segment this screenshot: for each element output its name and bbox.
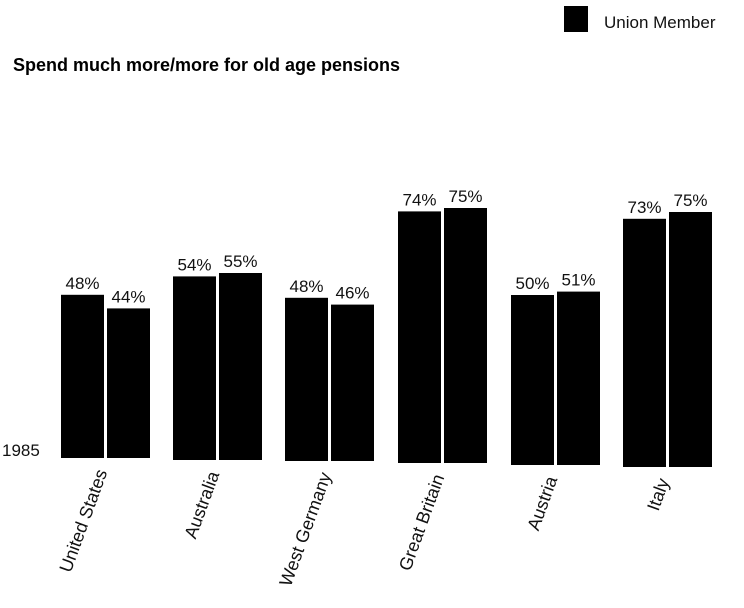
value-label-united-states-1: 48%	[65, 274, 99, 293]
bar-united-states-2	[107, 308, 150, 458]
legend: Union Member	[564, 6, 716, 32]
value-label-austria-1: 50%	[515, 274, 549, 293]
value-label-italy-2: 75%	[673, 191, 707, 210]
value-label-italy-1: 73%	[627, 198, 661, 217]
chart-title: Spend much more/more for old age pension…	[13, 55, 400, 75]
year-label: 1985	[2, 441, 40, 460]
bar-italy-1	[623, 218, 666, 467]
bar-australia-2	[219, 273, 262, 460]
bar-austria-2	[557, 291, 600, 465]
category-label-australia: Australia	[181, 468, 224, 542]
category-label-united-states: United States	[56, 467, 112, 575]
value-label-west-germany-1: 48%	[289, 277, 323, 296]
value-label-great-britain-1: 74%	[402, 190, 436, 209]
value-label-west-germany-2: 46%	[335, 284, 369, 303]
category-label-west-germany: West Germany	[276, 470, 336, 589]
value-labels-group: 48% 44% 54% 55% 48% 46% 74% 75% 50% 51% 73% 75%	[65, 187, 707, 306]
bar-australia-1	[173, 276, 216, 460]
bar-west-germany-2	[331, 304, 374, 461]
bar-united-states-1	[61, 294, 104, 458]
value-label-australia-2: 55%	[223, 252, 257, 271]
bar-great-britain-2	[444, 208, 487, 463]
bar-austria-1	[511, 295, 554, 465]
bar-west-germany-1	[285, 297, 328, 461]
value-label-austria-2: 51%	[561, 271, 595, 290]
category-label-great-britain: Great Britain	[395, 472, 448, 574]
bars-group	[61, 208, 712, 467]
bar-great-britain-1	[398, 211, 441, 463]
category-label-austria: Austria	[523, 473, 561, 533]
category-label-italy: Italy	[643, 476, 673, 514]
legend-label: Union Member	[604, 13, 716, 32]
bar-italy-2	[669, 212, 712, 467]
legend-swatch	[564, 6, 588, 32]
value-label-great-britain-2: 75%	[448, 187, 482, 206]
value-label-australia-1: 54%	[177, 255, 211, 274]
category-labels-group: United States Australia West Germany Great …	[56, 467, 674, 589]
value-label-united-states-2: 44%	[111, 287, 145, 306]
